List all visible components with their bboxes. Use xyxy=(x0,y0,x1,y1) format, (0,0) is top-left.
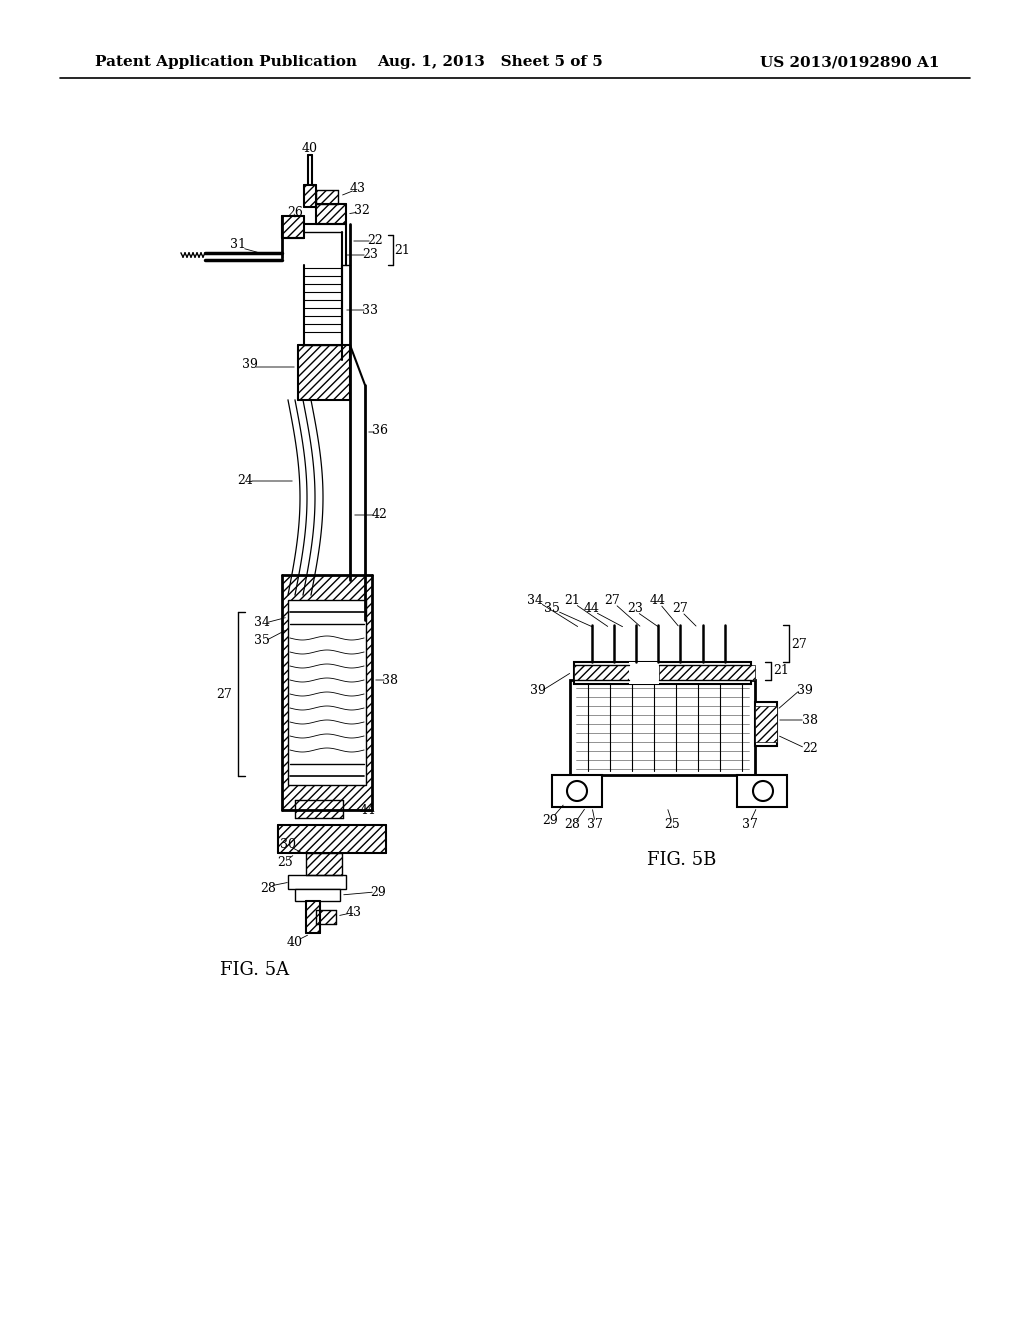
Text: 39: 39 xyxy=(797,684,813,697)
Text: 40: 40 xyxy=(302,141,318,154)
Bar xyxy=(306,902,319,933)
Text: FIG. 5B: FIG. 5B xyxy=(647,851,717,869)
Text: 38: 38 xyxy=(382,673,398,686)
Text: 31: 31 xyxy=(230,239,246,252)
Text: 37: 37 xyxy=(587,818,603,832)
Bar xyxy=(316,909,336,924)
Bar xyxy=(278,825,386,853)
Bar xyxy=(755,706,777,742)
Text: 27: 27 xyxy=(792,638,807,651)
Bar xyxy=(282,576,372,810)
Bar xyxy=(306,853,342,875)
Text: 27: 27 xyxy=(672,602,688,615)
Text: 27: 27 xyxy=(604,594,620,606)
Text: 33: 33 xyxy=(362,304,378,317)
Text: 21: 21 xyxy=(773,664,788,677)
Text: 24: 24 xyxy=(238,474,253,487)
Bar xyxy=(295,800,343,818)
Text: 28: 28 xyxy=(564,818,580,832)
Text: 22: 22 xyxy=(802,742,818,755)
Text: 42: 42 xyxy=(372,508,388,521)
Bar xyxy=(552,775,602,807)
Text: Patent Application Publication: Patent Application Publication xyxy=(95,55,357,69)
Text: 21: 21 xyxy=(394,243,410,256)
Text: 34: 34 xyxy=(527,594,543,606)
Bar xyxy=(304,185,316,207)
Bar xyxy=(574,663,751,684)
Text: 39: 39 xyxy=(530,684,546,697)
Bar xyxy=(755,702,777,746)
Text: 35: 35 xyxy=(544,602,560,615)
Bar xyxy=(295,888,340,902)
Bar xyxy=(282,216,304,238)
Bar xyxy=(298,345,350,400)
Text: 23: 23 xyxy=(362,248,378,260)
Text: US 2013/0192890 A1: US 2013/0192890 A1 xyxy=(761,55,940,69)
Text: 39: 39 xyxy=(242,359,258,371)
Bar xyxy=(288,601,366,785)
Text: 21: 21 xyxy=(564,594,580,606)
Text: 35: 35 xyxy=(254,634,270,647)
Bar xyxy=(629,663,659,684)
Text: 30: 30 xyxy=(280,838,296,851)
Text: 37: 37 xyxy=(742,818,758,832)
Bar xyxy=(288,875,346,888)
Text: 25: 25 xyxy=(665,818,680,832)
Text: 38: 38 xyxy=(802,714,818,726)
Text: 40: 40 xyxy=(287,936,303,949)
Text: 43: 43 xyxy=(346,906,362,919)
Bar xyxy=(737,775,787,807)
Bar xyxy=(574,665,629,680)
Text: 25: 25 xyxy=(278,855,293,869)
Bar xyxy=(659,665,755,680)
Bar xyxy=(316,190,338,205)
Text: 23: 23 xyxy=(627,602,643,615)
Text: 36: 36 xyxy=(372,424,388,437)
Text: 27: 27 xyxy=(216,688,231,701)
Text: 22: 22 xyxy=(368,234,383,247)
Text: 44: 44 xyxy=(650,594,666,606)
Text: FIG. 5A: FIG. 5A xyxy=(220,961,289,979)
Bar xyxy=(316,205,346,224)
Text: 43: 43 xyxy=(350,181,366,194)
Text: 26: 26 xyxy=(287,206,303,219)
Text: 28: 28 xyxy=(260,882,275,895)
Text: 34: 34 xyxy=(254,615,270,628)
Bar xyxy=(570,680,755,775)
Text: 44: 44 xyxy=(360,804,376,817)
Text: Aug. 1, 2013   Sheet 5 of 5: Aug. 1, 2013 Sheet 5 of 5 xyxy=(377,55,603,69)
Text: 32: 32 xyxy=(354,203,370,216)
Text: 44: 44 xyxy=(584,602,600,615)
Text: 29: 29 xyxy=(370,886,386,899)
Text: 29: 29 xyxy=(542,813,558,826)
